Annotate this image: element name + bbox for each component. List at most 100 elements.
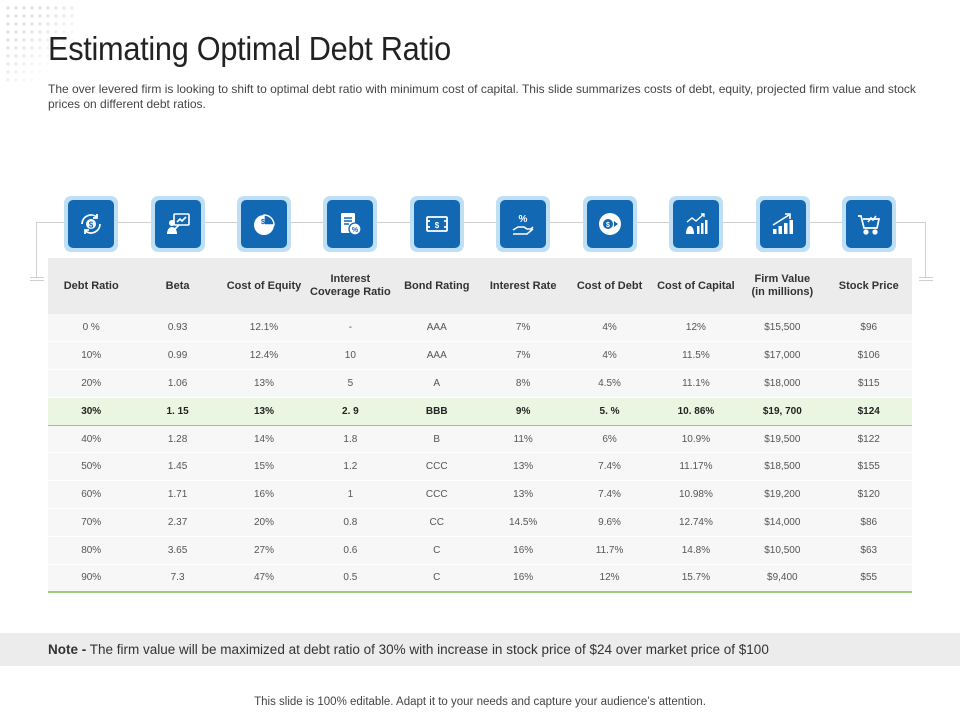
table-cell: 11.7%: [566, 536, 653, 565]
table-cell: $115: [825, 369, 912, 398]
percent-hand-icon: %: [496, 196, 550, 252]
table-cell: 0.99: [134, 341, 221, 371]
table-cell: $63: [825, 536, 912, 565]
table-cell: 15%: [220, 452, 308, 482]
table-header-row: Debt Ratio Beta Cost of Equity Interest Cov…: [48, 258, 912, 314]
icon-connector-left: [36, 222, 37, 278]
debt-ratio-table: Debt Ratio Beta Cost of Equity Interest Cov…: [48, 258, 912, 593]
table-cell: 14%: [220, 425, 308, 454]
table-header-cell: Cost of Debt: [576, 279, 643, 292]
table-cell: 10: [307, 341, 394, 371]
note-bar: Note - The firm value will be maximized …: [0, 633, 960, 666]
table-cell: $9,400: [739, 564, 826, 593]
table-cell: BBB: [393, 396, 480, 426]
table-cell: 80%: [48, 536, 135, 565]
table-cell: 1: [307, 480, 394, 510]
svg-text:$: $: [606, 222, 610, 229]
table-cell: 1.71: [134, 480, 221, 510]
page-subtitle: The over levered firm is looking to shif…: [48, 82, 916, 111]
table-cell: $19,500: [739, 425, 826, 454]
table-cell: 7.4%: [566, 480, 653, 510]
table-cell: 11%: [479, 425, 567, 454]
table-row: 70% 2.37 20% 0.8 CC 14.5% 9.6% 12.74% $14,000 $86: [48, 508, 912, 537]
table-header-cell: Cost of Equity: [226, 279, 302, 292]
table-cell: 40%: [48, 425, 135, 454]
svg-text:$: $: [261, 219, 265, 226]
table-header-cell: Bond Rating: [404, 279, 470, 292]
table-cell: 6%: [566, 425, 653, 454]
table-cell: $120: [825, 480, 912, 510]
table-cell: B: [393, 425, 480, 454]
table-cell: 4%: [566, 314, 653, 343]
table-cell: 10. 86%: [652, 396, 740, 426]
table-cell: A: [393, 369, 480, 398]
table-cell: 5: [307, 369, 394, 398]
decorative-dots: [4, 4, 74, 84]
dollar-coin-arrow-icon: $: [583, 196, 637, 252]
table-cell: 7.4%: [566, 452, 653, 482]
table-cell: 90%: [48, 564, 135, 593]
table-cell: 0.93: [134, 314, 221, 343]
table-cell: $122: [825, 425, 912, 454]
table-cell: 1.8: [307, 425, 394, 454]
table-cell: $10,500: [739, 536, 826, 565]
table-cell: $155: [825, 452, 912, 482]
table-cell: 5. %: [566, 396, 653, 426]
table-cell: 1.06: [134, 369, 221, 398]
table-row: 90% 7.3 47% 0.5 C 16% 12% 15.7% $9,400 $55: [48, 564, 912, 593]
table-cell: AAA: [393, 314, 480, 343]
table-cell: 20%: [48, 369, 135, 398]
table-cell: 10%: [48, 341, 135, 371]
table-cell: 7%: [479, 341, 567, 371]
svg-text:$: $: [435, 221, 440, 230]
table-cell: $124: [825, 396, 912, 426]
table-cell: 12.1%: [220, 314, 308, 343]
table-row: 80% 3.65 27% 0.6 C 16% 11.7% 14.8% $10,500 $63: [48, 536, 912, 565]
note-text: The firm value will be maximized at debt…: [89, 642, 769, 657]
table-cell: 11.1%: [652, 369, 740, 398]
table-cell: 11.5%: [652, 341, 740, 371]
table-cell: 7%: [479, 314, 567, 343]
percent-document-icon: %: [323, 196, 377, 252]
table-cell: CC: [393, 508, 480, 537]
table-cell: 2. 9: [307, 396, 394, 426]
table-cell: C: [393, 564, 480, 593]
icon-connector-right: [925, 222, 926, 278]
table-cell: $55: [825, 564, 912, 593]
table-cell: 4%: [566, 341, 653, 371]
table-cell: $18,500: [739, 452, 826, 482]
table-cell: 13%: [479, 452, 567, 482]
table-cell: 0 %: [48, 314, 135, 343]
table-cell: -: [307, 314, 394, 343]
table-cell: 11.17%: [652, 452, 740, 482]
page-title: Estimating Optimal Debt Ratio: [48, 30, 451, 67]
table-cell: $96: [825, 314, 912, 343]
table-cell: 15.7%: [652, 564, 740, 593]
table-cell: 13%: [479, 480, 567, 510]
table-cell: 3.65: [134, 536, 221, 565]
note-label: Note -: [48, 642, 87, 657]
table-header-cell: Stock Price: [838, 279, 899, 292]
table-cell: 0.6: [307, 536, 394, 565]
svg-text:$: $: [89, 221, 94, 230]
money-bill-icon: $: [410, 196, 464, 252]
table-cell: 13%: [220, 396, 308, 426]
table-cell: $86: [825, 508, 912, 537]
presentation-person-icon: [151, 196, 205, 252]
table-cell: $19, 700: [739, 396, 826, 426]
table-row-highlighted: 30% 1. 15 13% 2. 9 BBB 9% 5. % 10. 86% $19, 700 $…: [48, 396, 912, 426]
table-cell: $19,200: [739, 480, 826, 510]
table-cell: $15,500: [739, 314, 826, 343]
shopping-cart-icon: [842, 196, 896, 252]
table-cell: 10.98%: [652, 480, 740, 510]
table-cell: 12%: [652, 314, 740, 343]
table-cell: $17,000: [739, 341, 826, 371]
table-cell: 47%: [220, 564, 308, 593]
table-cell: 1. 15: [134, 396, 221, 426]
table-cell: C: [393, 536, 480, 565]
table-cell: 1.28: [134, 425, 221, 454]
table-cell: 10.9%: [652, 425, 740, 454]
column-icons-row: $ $: [48, 196, 912, 252]
table-row: 40% 1.28 14% 1.8 B 11% 6% 10.9% $19,500 $122: [48, 425, 912, 454]
table-cell: AAA: [393, 341, 480, 371]
